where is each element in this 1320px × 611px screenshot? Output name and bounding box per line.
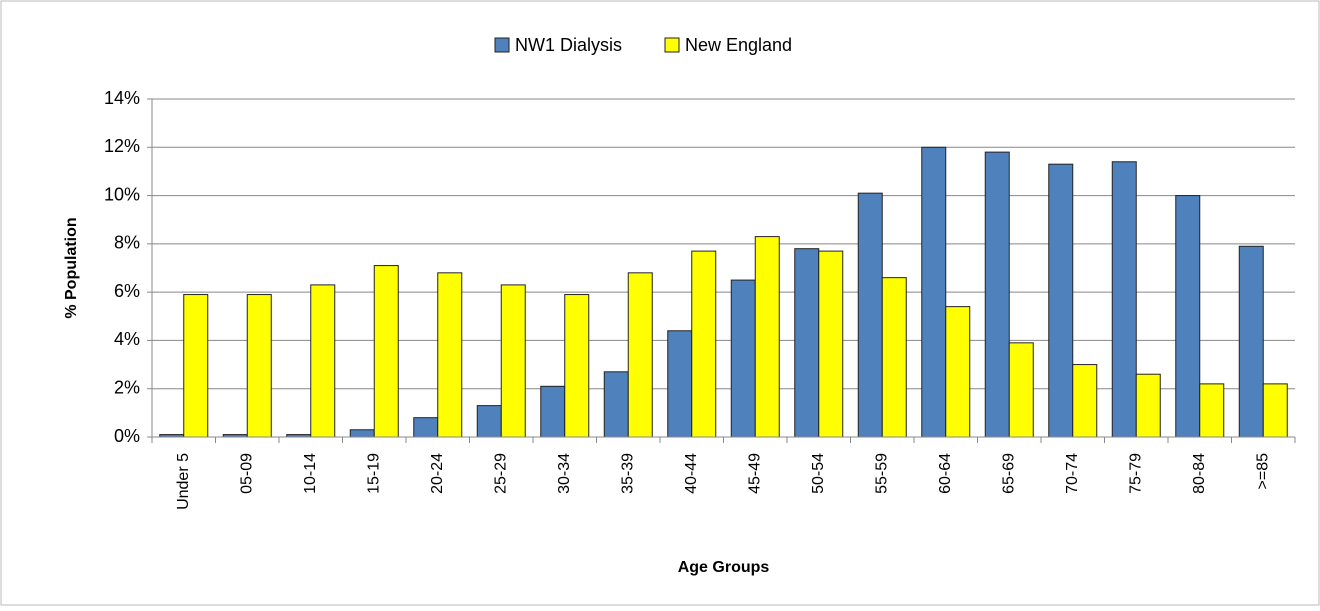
bar — [183, 294, 209, 438]
bar — [476, 405, 502, 438]
bar — [881, 277, 907, 438]
x-tick-label: 65-69 — [1000, 453, 1017, 494]
legend-swatch — [664, 37, 680, 53]
x-axis-title: Age Groups — [678, 559, 770, 576]
bar — [1175, 195, 1201, 438]
y-tick-label: 12% — [104, 136, 140, 156]
bar — [857, 192, 883, 438]
bar — [603, 371, 629, 438]
bar — [437, 272, 463, 438]
x-tick-label: >=85 — [1254, 453, 1271, 490]
bar — [373, 265, 399, 438]
y-tick-label: 6% — [114, 281, 140, 301]
x-tick-label: 40-44 — [683, 453, 700, 494]
x-tick-label: 70-74 — [1064, 453, 1081, 494]
bar — [1262, 383, 1288, 438]
bar — [500, 284, 526, 438]
x-tick-label: 05-09 — [238, 453, 255, 494]
bar — [691, 250, 717, 438]
legend-swatch — [494, 37, 510, 53]
bar — [564, 294, 590, 438]
x-tick-label: Under 5 — [175, 453, 192, 510]
bar — [1135, 373, 1161, 438]
bar — [921, 146, 947, 438]
bar — [413, 417, 439, 438]
y-tick-label: 10% — [104, 184, 140, 204]
x-tick-label: 55-59 — [873, 453, 890, 494]
bar — [1048, 163, 1074, 438]
x-tick-label: 80-84 — [1191, 453, 1208, 494]
y-tick-label: 4% — [114, 329, 140, 349]
x-tick-label: 75-79 — [1127, 453, 1144, 494]
y-tick-label: 14% — [104, 88, 140, 108]
bar — [1008, 342, 1034, 438]
bar — [1072, 364, 1098, 438]
y-tick-label: 2% — [114, 377, 140, 397]
y-tick-label: 0% — [114, 426, 140, 446]
bar — [794, 248, 820, 438]
x-tick-label: 10-14 — [302, 453, 319, 494]
bar — [540, 385, 566, 438]
bar — [246, 294, 272, 438]
bar — [945, 306, 971, 438]
x-tick-label: 45-49 — [746, 453, 763, 494]
legend-label: NW1 Dialysis — [515, 35, 622, 55]
x-tick-label: 15-19 — [365, 453, 382, 494]
bar — [667, 330, 693, 438]
x-tick-label: 30-34 — [556, 453, 573, 494]
bar — [1199, 383, 1225, 438]
legend-label: New England — [685, 35, 792, 55]
x-tick-label: 35-39 — [619, 453, 636, 494]
y-axis-title: % Population — [63, 217, 80, 318]
bar — [310, 284, 336, 438]
bar — [730, 279, 756, 438]
bar — [349, 429, 375, 438]
y-tick-label: 8% — [114, 233, 140, 253]
x-tick-label: 60-64 — [937, 453, 954, 494]
x-tick-label: 50-54 — [810, 453, 827, 494]
x-tick-label: 20-24 — [429, 453, 446, 494]
bar — [627, 272, 653, 438]
bar — [984, 151, 1010, 438]
bar — [818, 250, 844, 438]
bar — [754, 236, 780, 438]
bar — [1111, 161, 1137, 438]
x-tick-label: 25-29 — [492, 453, 509, 494]
bar — [1238, 245, 1264, 438]
